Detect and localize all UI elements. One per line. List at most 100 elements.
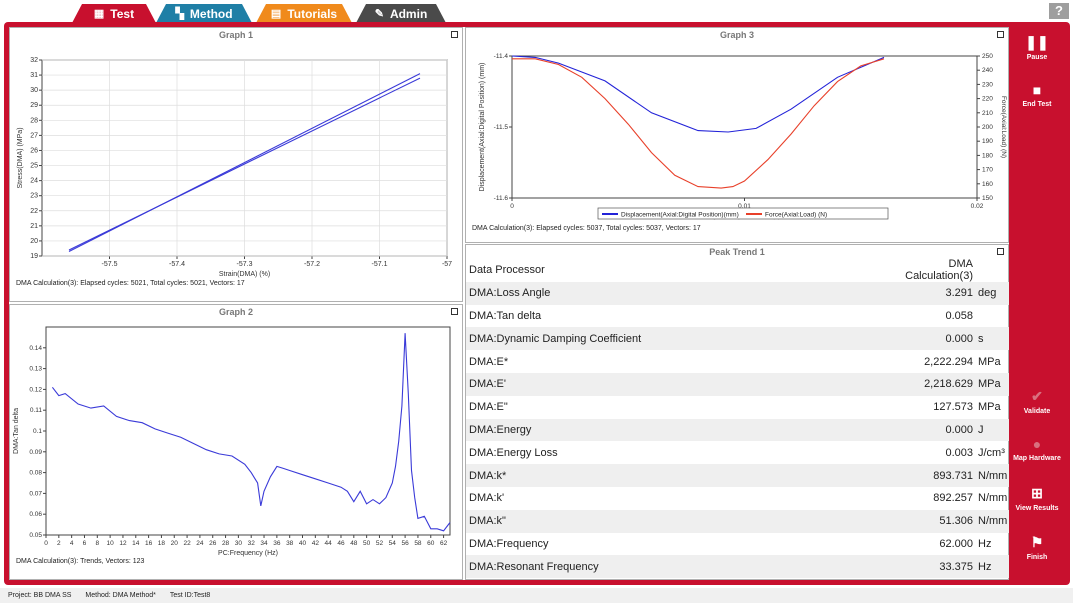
- y-tick-label: 21: [30, 223, 38, 230]
- y-axis-label: Displacement(Axial:Digital Position) (mm…: [479, 63, 486, 192]
- x-tick-label: 4: [70, 540, 74, 547]
- row-name: DMA:Loss Angle: [469, 287, 551, 300]
- peak-trend-table: Data Processor DMA Calculation(3) DMA:Loss…: [466, 258, 1009, 579]
- end-test-button[interactable]: ■ End Test: [1012, 82, 1062, 108]
- row-name: DMA:E": [469, 401, 508, 414]
- book-icon: ▤: [270, 8, 282, 20]
- y-axis-label: Stress(DMA) (MPa): [17, 127, 24, 188]
- row-unit: MPa: [978, 378, 1001, 391]
- x-tick-label: 8: [95, 540, 99, 547]
- graph3-footer: DMA Calculation(3): Elapsed cycles: 5037…: [472, 225, 701, 232]
- row-name: Data Processor: [469, 264, 545, 277]
- graph1-maximize-button[interactable]: [451, 31, 458, 38]
- y-tick-label: 0.14: [29, 345, 42, 352]
- y2-tick-label: 220: [982, 96, 993, 103]
- row-name: DMA:Energy: [469, 423, 532, 436]
- x-tick-label: 18: [158, 540, 166, 547]
- tab-test[interactable]: ▦ Test: [72, 4, 156, 23]
- y-tick-label: 0.12: [29, 386, 42, 393]
- row-value: 0.003: [945, 446, 973, 459]
- graph3-maximize-button[interactable]: [997, 31, 1004, 38]
- x-tick-label: 46: [337, 540, 345, 547]
- row-value: 51.306: [939, 515, 973, 528]
- pause-label: Pause: [1026, 54, 1048, 61]
- pause-button[interactable]: ❚❚ Pause: [1012, 34, 1062, 61]
- row-unit: J: [978, 423, 984, 436]
- row-unit: Hz: [978, 537, 992, 550]
- content-area: Graph 1 -57.5 -57.4 -57.3 -57.2 -57.1 -57 19 20…: [9, 27, 1009, 580]
- row-value: 0.000: [945, 332, 973, 345]
- y2-tick-label: 240: [982, 67, 993, 74]
- x-tick-label: 42: [312, 540, 320, 547]
- x-tick-label: 52: [376, 540, 384, 547]
- y-tick-label: 26: [30, 147, 38, 154]
- x-tick-label: 20: [171, 540, 179, 547]
- x-tick-label: 38: [286, 540, 294, 547]
- status-project: Project: BB DMA SS: [8, 592, 72, 599]
- graph2-maximize-button[interactable]: [451, 308, 458, 315]
- x-tick-label: 22: [183, 540, 191, 547]
- y-tick-label: 19: [30, 253, 38, 260]
- validate-label: Validate: [1023, 408, 1051, 415]
- graph1-panel: Graph 1 -57.5 -57.4 -57.3 -57.2 -57.1 -57 19 20…: [9, 27, 463, 302]
- row-unit: Hz: [978, 560, 992, 573]
- x-tick-label: -57.5: [102, 261, 118, 268]
- row-value: 0.058: [945, 309, 973, 322]
- x-tick-label: 44: [325, 540, 333, 547]
- tab-admin[interactable]: ✎ Admin: [356, 4, 446, 23]
- table-row: DMA:Energy 0.000 J: [466, 418, 1009, 442]
- tab-tutorials[interactable]: ▤ Tutorials: [256, 4, 352, 23]
- map-hardware-button[interactable]: ● Map Hardware: [1012, 436, 1062, 462]
- x-tick-label: 12: [119, 540, 127, 547]
- x-tick-label: 60: [427, 540, 435, 547]
- table-row: DMA:Energy Loss 0.003 J/cm³: [466, 441, 1009, 464]
- finish-label: Finish: [1026, 554, 1048, 561]
- x-tick-label: 30: [235, 540, 243, 547]
- right-sidebar: ❚❚ Pause ■ End Test ✔ Validate ● Map Har…: [1012, 28, 1062, 580]
- table-row: DMA:k* 893.731 N/mm: [466, 464, 1009, 487]
- x-tick-label: 48: [350, 540, 358, 547]
- y-tick-label: -11.6: [494, 195, 509, 202]
- stop-icon: ■: [1032, 82, 1042, 98]
- legend-label-displacement: Displacement(Axial:Digital Position)(mm): [621, 212, 739, 219]
- y-tick-label: 28: [30, 117, 38, 124]
- help-button[interactable]: ?: [1049, 3, 1069, 19]
- y2-tick-label: 160: [982, 181, 993, 188]
- x-tick-label: -57.3: [237, 261, 253, 268]
- y-tick-label: 31: [30, 72, 38, 79]
- graph3-chart: 00.010.02-11.4-11.5-11.6Cycle Elapsed Ti…: [479, 53, 1007, 220]
- row-unit: N/mm: [978, 515, 1008, 528]
- row-name: DMA:k': [469, 492, 505, 505]
- y-tick-label: 27: [30, 132, 38, 139]
- x-axis-label: PC:Frequency (Hz): [218, 550, 278, 557]
- view-results-button[interactable]: ⊞ View Results: [1012, 485, 1062, 512]
- validate-button[interactable]: ✔ Validate: [1012, 388, 1062, 415]
- finish-button[interactable]: ⚑ Finish: [1012, 534, 1062, 561]
- row-value: 892.257: [933, 492, 973, 505]
- y2-tick-label: 180: [982, 152, 993, 159]
- y2-axis-label: Force(Axial:Load) (N): [1000, 96, 1007, 158]
- y-tick-label: 25: [30, 163, 38, 170]
- x-tick-label: 0: [510, 203, 514, 210]
- grid-icon: ▦: [93, 8, 105, 20]
- row-value: DMA Calculation(3): [905, 258, 973, 283]
- peak-trend-maximize-button[interactable]: [997, 248, 1004, 255]
- row-unit: deg: [978, 287, 997, 300]
- table-row: DMA:Frequency 62.000 Hz: [466, 533, 1009, 556]
- row-name: DMA:Dynamic Damping Coefficient: [469, 332, 642, 345]
- x-tick-label: 28: [222, 540, 230, 547]
- y-tick-label: 0.11: [30, 407, 43, 414]
- row-value: 2,218.629: [924, 378, 973, 391]
- peak-trend-panel: Peak Trend 1 Data Processor DMA Calculati…: [465, 244, 1009, 580]
- x-tick-label: 32: [248, 540, 256, 547]
- pencil-icon: ✎: [374, 8, 384, 20]
- y-tick-label: 24: [30, 178, 38, 185]
- x-tick-label: -57.2: [304, 261, 320, 268]
- tab-method[interactable]: ▚ Method: [156, 4, 252, 23]
- method-icon: ▚: [175, 8, 184, 20]
- x-tick-label: 62: [440, 540, 448, 547]
- graph1-footer: DMA Calculation(3): Elapsed cycles: 5021…: [16, 280, 245, 287]
- row-value: 2,222.294: [924, 355, 973, 368]
- graph2-title: Graph 2: [218, 307, 253, 317]
- table-row: DMA:E' 2,218.629 MPa: [466, 372, 1009, 396]
